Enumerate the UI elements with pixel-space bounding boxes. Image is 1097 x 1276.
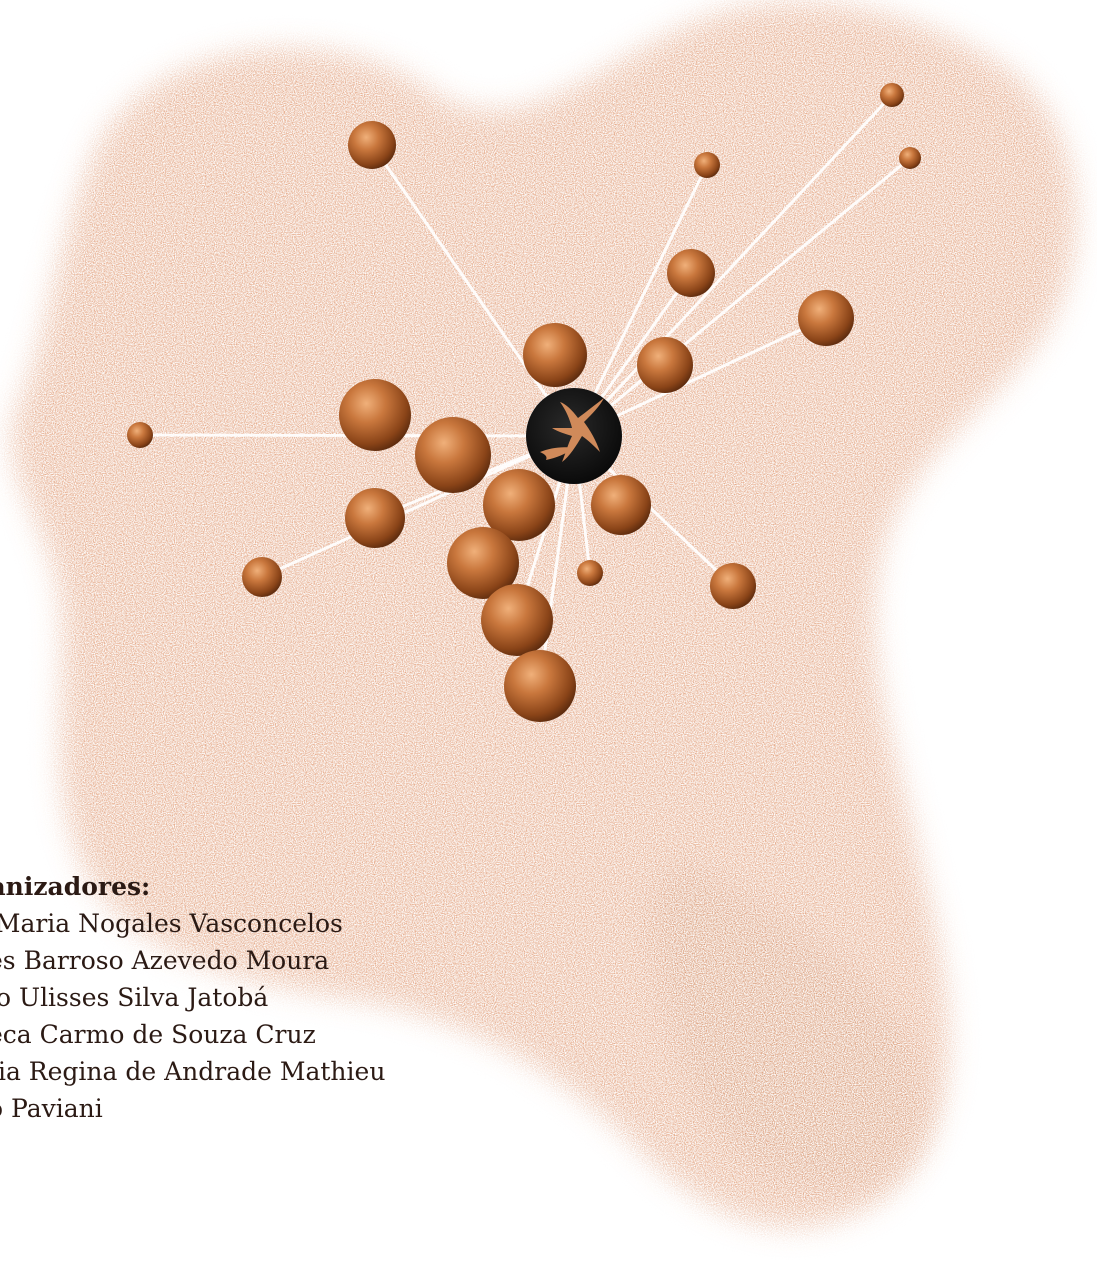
organizer-name: do Paviani bbox=[0, 1094, 103, 1123]
node-sphere bbox=[127, 422, 153, 448]
leaping-figure-logo bbox=[540, 398, 604, 462]
node-sphere bbox=[447, 527, 519, 599]
organizer-name: des Barroso Azevedo Moura bbox=[0, 946, 330, 975]
node-sphere bbox=[591, 475, 651, 535]
organizer-name: rcia Regina de Andrade Mathieu bbox=[0, 1057, 386, 1086]
node-sphere bbox=[710, 563, 756, 609]
organizers-list: a Maria Nogales Vasconcelos des Barroso … bbox=[0, 905, 385, 1127]
node-sphere bbox=[667, 249, 715, 297]
node-sphere bbox=[694, 152, 720, 178]
node-sphere bbox=[637, 337, 693, 393]
node-sphere bbox=[345, 488, 405, 548]
node-sphere bbox=[348, 121, 396, 169]
organizers-block: ganizadores: a Maria Nogales Vasconcelos… bbox=[0, 868, 385, 1127]
link-line bbox=[572, 156, 912, 438]
node-sphere bbox=[481, 584, 553, 656]
node-sphere bbox=[899, 147, 921, 169]
organizer-name: beca Carmo de Souza Cruz bbox=[0, 1020, 316, 1049]
organizer-name: gio Ulisses Silva Jatobá bbox=[0, 983, 269, 1012]
node-sphere bbox=[242, 557, 282, 597]
node-sphere bbox=[798, 290, 854, 346]
link-line bbox=[572, 93, 894, 438]
organizer-name: a Maria Nogales Vasconcelos bbox=[0, 909, 343, 938]
node-sphere bbox=[483, 469, 555, 541]
network-nodes bbox=[127, 83, 921, 722]
organizers-heading: ganizadores: bbox=[0, 872, 151, 901]
link-line bbox=[260, 434, 576, 579]
hub-node bbox=[526, 388, 622, 484]
link-line bbox=[370, 143, 576, 438]
node-sphere bbox=[339, 379, 411, 451]
node-sphere bbox=[415, 417, 491, 493]
node-sphere bbox=[577, 560, 603, 586]
link-line bbox=[572, 163, 709, 438]
node-sphere bbox=[523, 323, 587, 387]
node-sphere bbox=[880, 83, 904, 107]
node-sphere bbox=[504, 650, 576, 722]
